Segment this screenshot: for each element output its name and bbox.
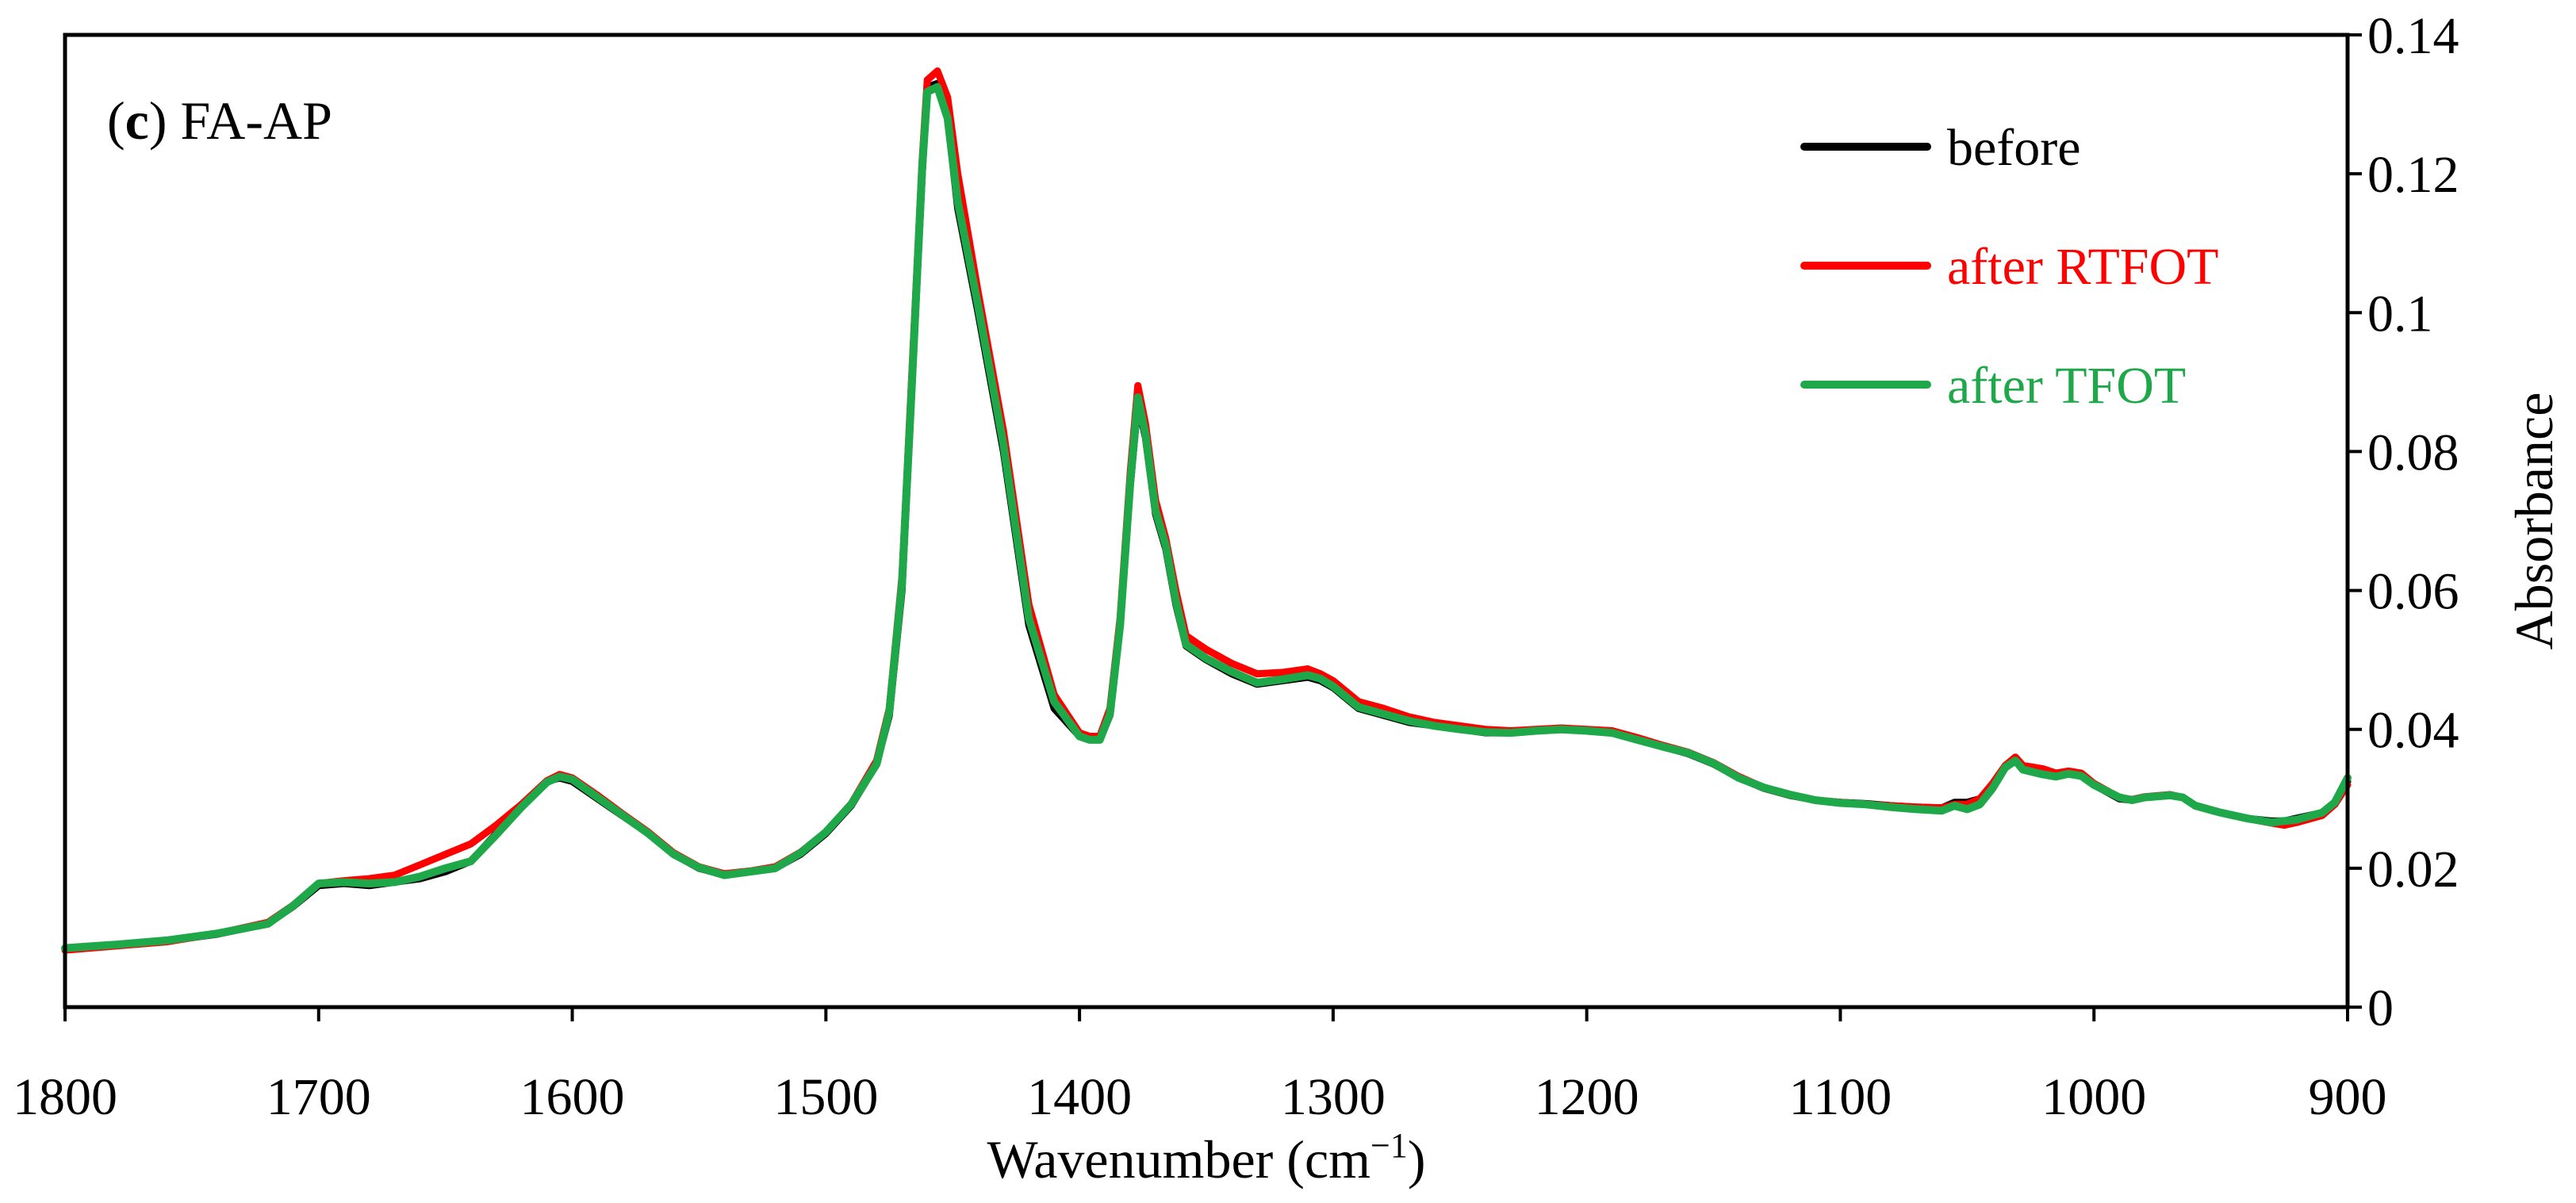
plot-frame bbox=[63, 33, 2350, 1010]
y-tick-label: 0.12 bbox=[2367, 146, 2459, 204]
x-tick-label: 1300 bbox=[1281, 1068, 1386, 1126]
x-tick-label: 1600 bbox=[520, 1068, 625, 1126]
y-tick-label: 0 bbox=[2367, 979, 2394, 1037]
x-tick-label: 1100 bbox=[1789, 1068, 1892, 1126]
y-axis-ticks: 0 0.02 0.04 0.06 0.08 0.1 0.12 0.14 bbox=[2348, 7, 2459, 1037]
x-tick-label: 1800 bbox=[13, 1068, 117, 1126]
panel-label: (c) FA-AP bbox=[107, 90, 332, 151]
legend-label-after-tfot: after TFOT bbox=[1947, 357, 2186, 415]
legend-label-after-rtfot: after RTFOT bbox=[1947, 238, 2218, 296]
y-tick-label: 0.06 bbox=[2367, 563, 2459, 621]
y-axis-title: Absorbance bbox=[2504, 393, 2564, 650]
x-tick-label: 900 bbox=[2309, 1068, 2387, 1126]
legend: before after RTFOT after TFOT bbox=[1800, 119, 2218, 415]
x-axis-ticks: 1800 1700 1600 1500 1400 1300 1200 1100 1000 900 bbox=[13, 1007, 2387, 1126]
x-axis-title-suffix: ) bbox=[1408, 1129, 1426, 1190]
y-tick-label: 0.08 bbox=[2367, 423, 2459, 481]
y-tick-label: 0.02 bbox=[2367, 841, 2459, 898]
x-axis-title-superscript: −1 bbox=[1370, 1126, 1408, 1165]
x-tick-label: 1700 bbox=[266, 1068, 371, 1126]
y-tick-label: 0.04 bbox=[2367, 702, 2459, 760]
y-tick-label: 0.1 bbox=[2367, 285, 2433, 343]
panel-letter: c bbox=[125, 90, 149, 151]
legend-label-before: before bbox=[1947, 119, 2081, 177]
x-tick-label: 1400 bbox=[1027, 1068, 1132, 1126]
x-tick-label: 1000 bbox=[2041, 1068, 2146, 1126]
x-axis-title: Wavenumber (cm−1) bbox=[987, 1126, 1425, 1190]
series-line-after-tfot bbox=[61, 82, 2352, 952]
x-tick-label: 1200 bbox=[1535, 1068, 1639, 1126]
x-tick-label: 1500 bbox=[773, 1068, 878, 1126]
y-tick-label: 0.14 bbox=[2367, 7, 2459, 65]
series-group bbox=[61, 67, 2352, 954]
x-axis-title-text: Wavenumber (cm bbox=[987, 1129, 1370, 1190]
panel-title: FA-AP bbox=[181, 90, 332, 151]
